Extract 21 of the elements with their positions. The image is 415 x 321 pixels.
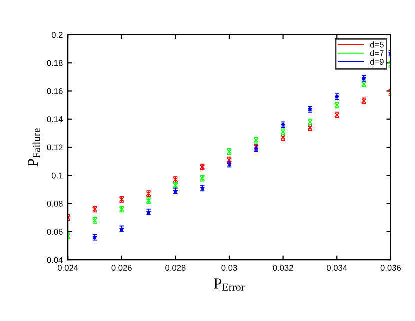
- y-tick-label: 0.18: [47, 60, 63, 66]
- y-tick-label: 0.12: [47, 144, 63, 151]
- x-tick-label: 0.026: [112, 265, 132, 271]
- y-tick-label: 0.06: [47, 229, 63, 235]
- legend-label: d=7: [370, 50, 384, 56]
- y-axis-title: P$_{Failure}$: [28, 128, 40, 167]
- y-tick-label: 0.16: [47, 88, 63, 94]
- x-tick-label: 0.032: [273, 265, 294, 271]
- x-tick-label: 0.034: [327, 265, 348, 271]
- y-tick-label: 0.1: [52, 172, 63, 179]
- x-tick-label: 0.03: [222, 265, 238, 271]
- y-tick-label: 0.08: [47, 200, 63, 207]
- x-tick-label: 0.024: [58, 265, 78, 271]
- y-tick-label: 0.04: [47, 257, 63, 264]
- legend-label: d=9: [370, 58, 384, 65]
- x-tick-label: 0.028: [166, 265, 186, 271]
- y-tick-label: 0.2: [52, 32, 63, 38]
- legend-label: d=5: [370, 42, 384, 48]
- x-axis-title: P$_{Error}$: [214, 278, 245, 291]
- x-tick-label: 0.036: [380, 265, 401, 271]
- y-tick-label: 0.14: [47, 116, 63, 122]
